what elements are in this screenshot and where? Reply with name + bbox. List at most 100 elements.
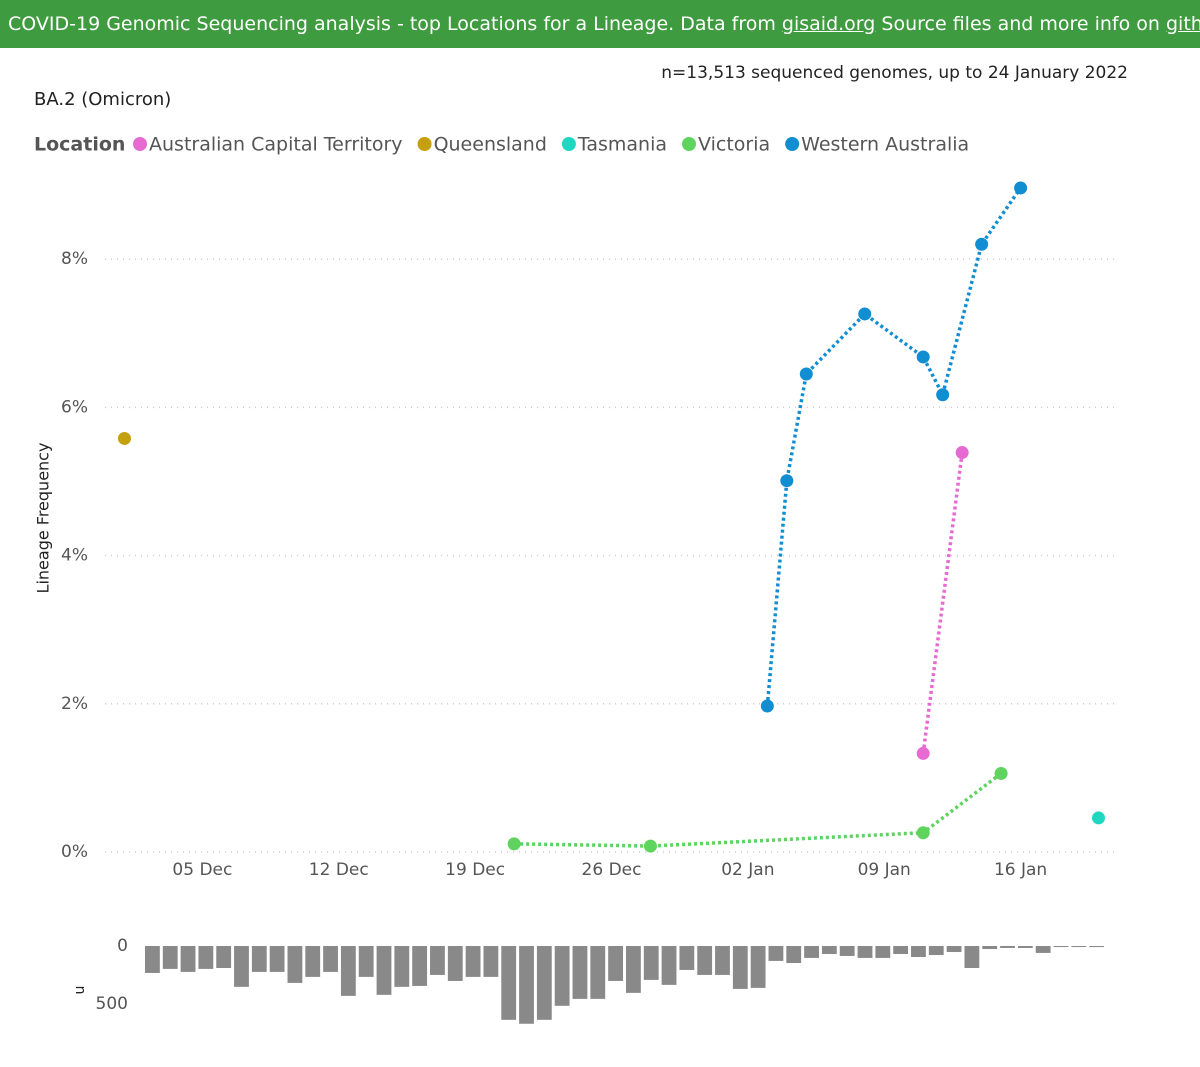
series-line — [765, 186, 1023, 707]
bar — [483, 946, 499, 977]
data-point — [1092, 811, 1106, 825]
series-line — [514, 772, 1003, 848]
chart-title: BA.2 (Omicron) — [34, 89, 171, 110]
bar — [269, 946, 285, 972]
bar — [1053, 946, 1069, 948]
link[interactable]: github — [1166, 13, 1200, 35]
bar — [162, 946, 178, 969]
x-tick-label: 02 Jan — [721, 860, 774, 880]
bar — [821, 946, 837, 954]
bar — [216, 946, 232, 968]
annotation: n=13,513 sequenced genomes, up to 24 Jan… — [661, 63, 1128, 83]
y-tick-label: 0% — [61, 842, 88, 862]
header-bar: COVID-19 Genomic Sequencing analysis - t… — [0, 0, 1200, 48]
bar — [447, 946, 463, 981]
legend-label: Victoria — [698, 134, 770, 156]
data-point — [936, 388, 950, 402]
data-point — [799, 367, 813, 381]
bar — [732, 946, 748, 989]
bar — [946, 946, 962, 953]
legend-marker — [133, 137, 147, 151]
data-point — [994, 766, 1008, 780]
bar — [839, 946, 855, 956]
data-point — [760, 699, 774, 713]
bar — [251, 946, 267, 972]
bar — [590, 946, 606, 999]
bar — [430, 946, 445, 975]
bar — [198, 946, 214, 969]
bar — [1000, 946, 1015, 948]
bar — [893, 946, 909, 954]
bar — [358, 946, 374, 977]
bar — [180, 946, 196, 972]
bar — [519, 946, 534, 1024]
data-point — [975, 237, 989, 251]
bar — [376, 946, 392, 995]
chart: n=13,513 sequenced genomes, up to 24 Jan… — [34, 63, 1128, 1024]
legend-marker — [561, 137, 576, 151]
y-tick-label: 8% — [61, 249, 88, 269]
bar — [911, 946, 926, 957]
bar — [750, 946, 766, 988]
legend-label: Tasmania — [577, 134, 667, 156]
bar — [501, 946, 517, 1020]
bar — [786, 946, 802, 964]
bar — [1017, 946, 1033, 948]
link[interactable]: gisaid.org — [781, 13, 876, 35]
legend-marker — [682, 137, 697, 151]
legend-marker — [417, 137, 432, 151]
y-tick-label: 0 — [117, 936, 128, 956]
bar — [394, 946, 410, 987]
bar — [804, 946, 819, 958]
x-tick-label: 09 Jan — [858, 860, 911, 880]
series-line — [921, 452, 964, 754]
legend-label: Queensland — [434, 134, 547, 156]
bar — [536, 946, 552, 1020]
bar — [679, 946, 695, 970]
bar — [982, 946, 998, 950]
bar — [323, 946, 338, 972]
y-tick-label: 2% — [61, 694, 88, 714]
bar — [875, 946, 891, 958]
bar — [964, 946, 980, 968]
bar — [234, 946, 249, 987]
bar — [857, 946, 873, 958]
y-tick-label: 500 — [96, 994, 128, 1014]
data-point — [507, 837, 521, 851]
bar — [643, 946, 659, 980]
data-point — [858, 307, 872, 321]
y-axis-title: Lineage Frequency — [34, 443, 53, 594]
x-tick-label: 26 Dec — [582, 860, 642, 880]
bar — [928, 946, 944, 956]
data-point — [1014, 181, 1028, 195]
data-point — [643, 839, 657, 853]
bar — [572, 946, 588, 999]
x-tick-label: 16 Jan — [994, 860, 1047, 880]
header-text: COVID-19 Genomic Sequencing analysis - t… — [8, 13, 782, 35]
y-tick-label: 4% — [61, 546, 88, 566]
legend-label: Australian Capital Territory — [149, 134, 403, 156]
bar — [608, 946, 623, 981]
bar — [340, 946, 356, 996]
data-point — [916, 746, 930, 760]
legend-label: Western Australia — [801, 134, 969, 156]
bar — [661, 946, 677, 985]
x-tick-label: 19 Dec — [445, 860, 505, 880]
y-axis-title: n — [72, 986, 88, 995]
bar — [287, 946, 303, 983]
bar — [1089, 946, 1104, 948]
bar — [1071, 946, 1087, 948]
legend-marker — [785, 137, 800, 151]
data-point — [117, 431, 131, 445]
x-tick-label: 12 Dec — [309, 860, 369, 880]
bar — [1035, 946, 1051, 953]
bar — [412, 946, 428, 986]
bar — [465, 946, 481, 977]
bar — [715, 946, 730, 975]
bar — [768, 946, 784, 961]
legend-title: Location — [34, 134, 125, 156]
data-point — [955, 446, 969, 460]
header-text: Source files and more info on — [875, 13, 1166, 35]
bar — [305, 946, 321, 977]
